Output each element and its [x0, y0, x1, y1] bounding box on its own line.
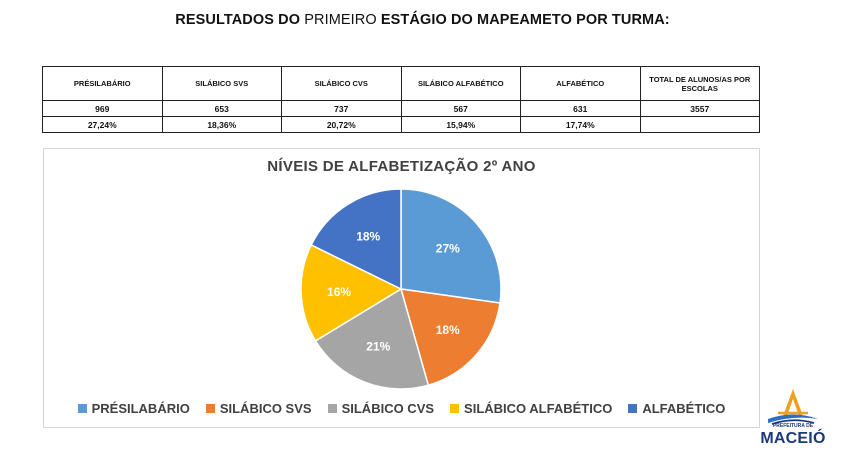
- percent-cell: 27,24%: [42, 116, 163, 133]
- results-table: PRÉSILABÁRIO SILÁBICO SVS SILÁBICO CVS S…: [42, 66, 760, 133]
- legend-label: ALFABÉTICO: [642, 401, 726, 416]
- count-cell: 3557: [639, 100, 760, 117]
- title-part-1: RESULTADOS DO: [175, 12, 301, 28]
- pie-slice: [400, 188, 502, 304]
- legend-item: SILÁBICO CVS: [327, 401, 435, 416]
- legend-label: SILÁBICO SVS: [219, 401, 312, 416]
- count-cell: 969: [42, 100, 163, 117]
- header-cell: SILÁBICO SVS: [161, 66, 282, 101]
- percent-cell: 20,72%: [281, 116, 402, 133]
- percent-cell: 17,74%: [520, 116, 641, 133]
- legend-item: SILÁBICO ALFABÉTICO: [450, 401, 612, 416]
- logo-name: MACEIÓ: [760, 430, 826, 447]
- pie-slice-label: 18%: [356, 229, 380, 243]
- percent-cell: [639, 116, 760, 133]
- legend-swatch: [205, 404, 215, 413]
- pie-slice: [300, 243, 403, 342]
- table-header-row: PRÉSILABÁRIO SILÁBICO SVS SILÁBICO CVS S…: [42, 66, 760, 101]
- percent-cell: 18,36%: [161, 116, 282, 133]
- legend-swatch: [77, 404, 87, 413]
- header-cell: ALFABÉTICO: [520, 66, 641, 101]
- count-cell: 653: [161, 100, 282, 117]
- chart-container: NÍVEIS DE ALFABETIZAÇÃO 2º ANO 27% 18% 21%…: [43, 148, 760, 428]
- header-cell: SILÁBICO CVS: [281, 66, 402, 101]
- header-cell: TOTAL DE ALUNOS/AS POR ESCOLAS: [639, 66, 760, 101]
- count-cell: 631: [520, 100, 641, 117]
- chart-legend: PRÉSILABÁRIO SILÁBICO SVS SILÁBICO CVS SILÁ…: [44, 401, 759, 416]
- pie-slice-label: 18%: [436, 323, 460, 337]
- pie-slice-label: 16%: [327, 285, 351, 299]
- title-part-2: PRIMEIRO: [304, 12, 377, 28]
- page-title: RESULTADOS DO PRIMEIRO ESTÁGIO DO MAPEAM…: [0, 12, 845, 28]
- pie-slice-label: 27%: [436, 241, 460, 255]
- pie-chart: 27% 18% 21% 16% 18%: [300, 188, 502, 390]
- count-cell: 567: [400, 100, 521, 117]
- chart-title: NÍVEIS DE ALFABETIZAÇÃO 2º ANO: [267, 158, 536, 175]
- pie-slice: [310, 188, 402, 291]
- legend-label: PRÉSILABÁRIO: [91, 401, 190, 416]
- legend-item: PRÉSILABÁRIO: [77, 401, 190, 416]
- logo-mark-icon: [768, 389, 818, 425]
- legend-swatch: [327, 404, 337, 413]
- header-cell: PRÉSILABÁRIO: [42, 66, 163, 101]
- pie-slice-label: 21%: [366, 340, 390, 354]
- count-cell: 737: [281, 100, 402, 117]
- legend-swatch: [628, 404, 638, 413]
- prefeitura-logo: PREFEITURA DE MACEIÓ: [760, 386, 838, 452]
- header-cell: SILÁBICO ALFABÉTICO: [400, 66, 521, 101]
- pie-slice: [399, 288, 501, 387]
- legend-label: SILÁBICO CVS: [341, 401, 435, 416]
- legend-item: ALFABÉTICO: [628, 401, 725, 416]
- legend-swatch: [450, 404, 460, 413]
- legend-label: SILÁBICO ALFABÉTICO: [464, 401, 613, 416]
- logo-subtitle: PREFEITURA DE: [772, 423, 814, 429]
- table-row-percents: 27,24% 18,36% 20,72% 15,94% 17,74%: [42, 116, 760, 133]
- legend-item: SILÁBICO SVS: [205, 401, 312, 416]
- title-part-3: ESTÁGIO DO MAPEAMETO POR TURMA:: [380, 12, 670, 28]
- table-row-counts: 969 653 737 567 631 3557: [42, 100, 760, 117]
- percent-cell: 15,94%: [400, 116, 521, 133]
- pie-slice: [314, 287, 430, 390]
